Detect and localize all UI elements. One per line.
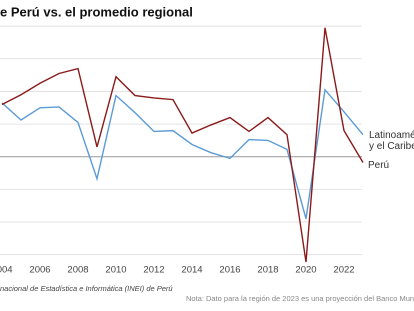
note: Nota: Dato para la región de 2023 es una…: [186, 294, 414, 303]
series-line: [1, 27, 364, 263]
series-label: Latinoamérica y el Caribe: [369, 130, 414, 152]
x-tick-label: 2022: [333, 265, 354, 276]
x-tick-label: 2008: [67, 265, 88, 276]
source: nacional de Estadística e Informática (I…: [0, 284, 173, 293]
chart-title: e Perú vs. el promedio regional: [0, 4, 193, 19]
x-tick-label: 2018: [257, 265, 278, 276]
x-tick-label: 2012: [143, 265, 164, 276]
x-tick-label: 2016: [219, 265, 240, 276]
x-tick-label: 2020: [295, 265, 316, 276]
x-tick-label: 2014: [181, 265, 202, 276]
series-line: [1, 88, 364, 219]
series-label: Perú: [368, 160, 390, 171]
x-tick-label: 2006: [29, 265, 50, 276]
x-tick-label: 2010: [105, 265, 126, 276]
x-tick-label: 2004: [0, 265, 13, 276]
